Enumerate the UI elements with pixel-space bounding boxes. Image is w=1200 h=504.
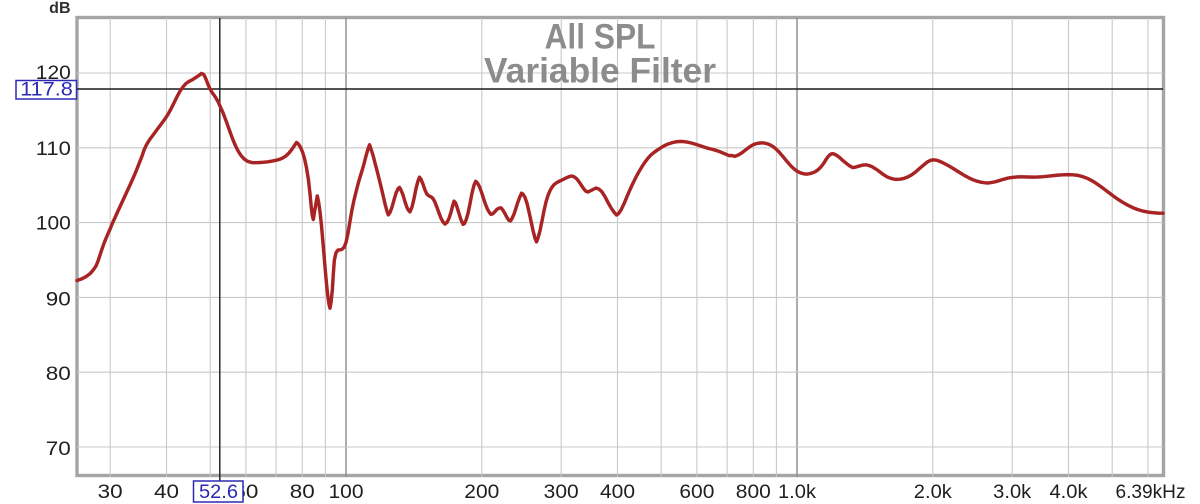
- svg-text:400: 400: [600, 481, 635, 503]
- svg-text:3.0k: 3.0k: [993, 481, 1031, 503]
- svg-text:2.0k: 2.0k: [914, 481, 952, 503]
- svg-text:4.0k: 4.0k: [1050, 481, 1088, 503]
- svg-text:1.0k: 1.0k: [778, 481, 816, 503]
- svg-text:300: 300: [544, 481, 579, 503]
- svg-text:117.8: 117.8: [20, 79, 73, 100]
- svg-text:120: 120: [36, 62, 71, 84]
- svg-text:Variable Filter: Variable Filter: [484, 51, 716, 90]
- svg-text:70: 70: [46, 438, 71, 460]
- svg-text:100: 100: [36, 213, 71, 235]
- svg-text:600: 600: [679, 481, 714, 503]
- svg-text:6.39kHz: 6.39kHz: [1116, 481, 1186, 503]
- svg-text:100: 100: [329, 481, 364, 503]
- svg-text:40: 40: [154, 481, 179, 503]
- svg-text:80: 80: [46, 363, 71, 385]
- svg-text:30: 30: [98, 481, 123, 503]
- svg-text:90: 90: [46, 288, 71, 310]
- svg-text:All SPL: All SPL: [545, 17, 656, 56]
- svg-text:52.6: 52.6: [199, 482, 238, 503]
- svg-text:80: 80: [290, 481, 315, 503]
- svg-text:110: 110: [36, 138, 71, 160]
- svg-text:800: 800: [736, 481, 771, 503]
- svg-text:200: 200: [464, 481, 499, 503]
- svg-text:dB: dB: [49, 0, 70, 17]
